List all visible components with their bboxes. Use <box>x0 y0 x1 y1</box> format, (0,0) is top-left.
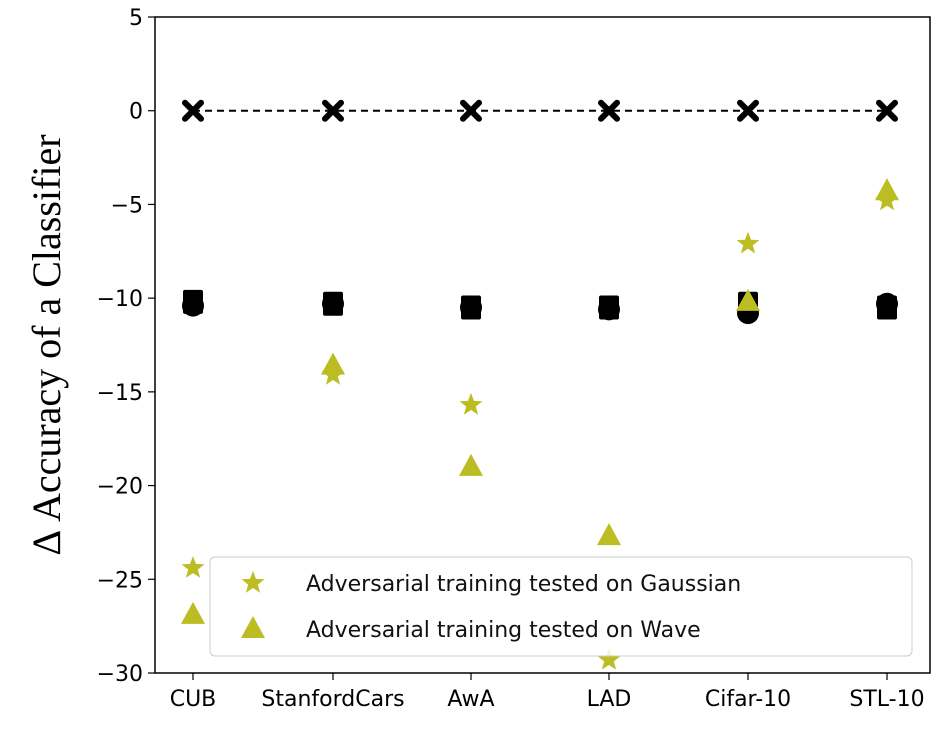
data-point-x <box>322 99 344 122</box>
data-point-triangle <box>459 453 483 476</box>
data-point-x <box>737 99 759 122</box>
x-tick-label: CUB <box>170 687 217 712</box>
data-point-square <box>461 295 481 320</box>
data-point-star <box>736 231 760 254</box>
data-point-x <box>876 99 898 122</box>
data-point-triangle <box>736 288 760 311</box>
legend: Adversarial training tested on Gaussian A… <box>209 556 913 657</box>
legend-label: Adversarial training tested on Wave <box>306 618 701 643</box>
data-point-triangle <box>181 601 205 624</box>
y-tick-label: 0 <box>129 100 143 125</box>
data-point-x <box>460 99 482 122</box>
data-point-star <box>321 363 345 385</box>
y-tick-label: −15 <box>97 381 143 406</box>
y-tick-label: −10 <box>97 287 143 312</box>
x-tick-label: AwA <box>447 687 494 712</box>
x-tick-label: STL-10 <box>849 687 924 712</box>
y-axis-label: Δ Accuracy of a Classifier <box>24 134 69 555</box>
y-tick-label: −30 <box>97 662 143 687</box>
y-tick-label: 5 <box>129 6 143 31</box>
data-point-square <box>183 289 203 314</box>
data-point-star <box>181 556 205 578</box>
x-tick-label: LAD <box>587 687 632 712</box>
data-point-star <box>875 188 899 211</box>
legend-triangle-icon <box>241 616 265 638</box>
data-point-square <box>323 291 343 316</box>
data-point-square <box>877 295 897 320</box>
data-point-star <box>597 647 621 670</box>
x-tick-label: Cifar-10 <box>705 687 791 712</box>
plot-frame <box>154 16 931 674</box>
data-point-triangle <box>597 523 621 546</box>
legend-star-icon <box>241 571 265 593</box>
x-tick-label: StanfordCars <box>261 687 404 712</box>
y-tick-label: −20 <box>97 475 143 500</box>
data-point-square <box>599 295 619 320</box>
legend-box <box>209 556 913 657</box>
data-point-x <box>598 99 620 122</box>
y-tick-label: −5 <box>111 193 143 218</box>
data-point-x <box>182 99 204 122</box>
legend-label: Adversarial training tested on Gaussian <box>306 572 741 597</box>
y-tick-label: −25 <box>97 568 143 593</box>
data-point-star <box>459 393 483 415</box>
